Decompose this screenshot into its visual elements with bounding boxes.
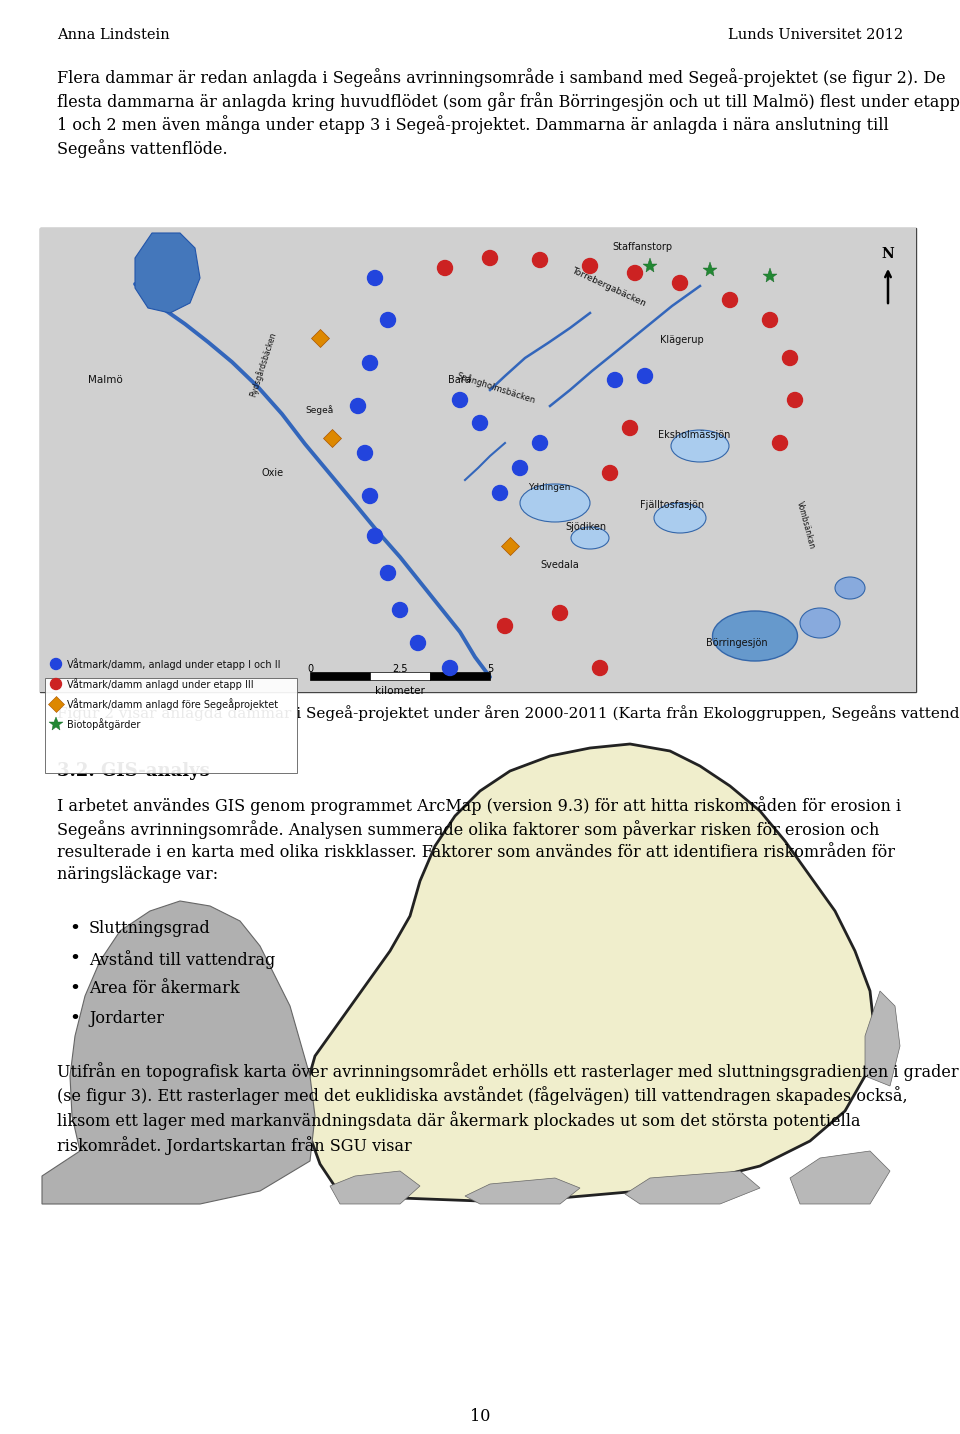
Circle shape <box>782 350 798 366</box>
Circle shape <box>411 635 425 651</box>
Polygon shape <box>865 991 900 1086</box>
Text: Sluttningsgrad: Sluttningsgrad <box>89 921 211 936</box>
Text: 10: 10 <box>469 1408 491 1425</box>
Ellipse shape <box>520 485 590 522</box>
Text: Staffanstorp: Staffanstorp <box>612 242 672 252</box>
Circle shape <box>553 605 567 621</box>
Circle shape <box>513 460 527 476</box>
Circle shape <box>472 416 488 430</box>
Text: Utifrån en topografisk karta över avrinningsområdet erhölls ett rasterlager med : Utifrån en topografisk karta över avrinn… <box>57 1063 959 1154</box>
Text: Oxie: Oxie <box>262 467 284 478</box>
Text: Fjälltosfasjön: Fjälltosfasjön <box>640 500 704 511</box>
Circle shape <box>592 661 608 675</box>
Polygon shape <box>465 1177 580 1205</box>
Circle shape <box>393 602 407 618</box>
Text: Börringesjön: Börringesjön <box>706 638 768 648</box>
Text: kilometer: kilometer <box>375 685 425 695</box>
Circle shape <box>350 399 366 413</box>
Circle shape <box>608 373 622 387</box>
Ellipse shape <box>654 503 706 533</box>
Circle shape <box>787 393 803 407</box>
Circle shape <box>673 275 687 291</box>
Text: Biotopåtgärder: Biotopåtgärder <box>67 718 140 730</box>
Circle shape <box>363 356 377 370</box>
Text: •: • <box>69 1010 81 1028</box>
Polygon shape <box>305 744 875 1202</box>
Text: Sjödiken: Sjödiken <box>565 522 606 532</box>
Text: Torrebergabäcken: Torrebergabäcken <box>570 265 647 308</box>
Text: •: • <box>69 949 81 968</box>
Text: 3.2. GIS-analys: 3.2. GIS-analys <box>57 761 209 780</box>
Text: Klägerup: Klägerup <box>660 336 704 346</box>
Text: Malmö: Malmö <box>88 376 123 384</box>
Circle shape <box>363 489 377 503</box>
Polygon shape <box>135 232 200 313</box>
Ellipse shape <box>671 430 729 462</box>
Circle shape <box>368 529 382 543</box>
Circle shape <box>492 486 508 500</box>
Text: Våtmark/damm anlagd under etapp III: Våtmark/damm anlagd under etapp III <box>67 678 253 690</box>
Bar <box>45 678 297 773</box>
Circle shape <box>51 658 61 670</box>
Circle shape <box>483 251 497 265</box>
Text: Eksholmässjön: Eksholmässjön <box>658 430 731 440</box>
Text: Anna Lindstein: Anna Lindstein <box>57 29 170 42</box>
Text: Segeå: Segeå <box>305 406 333 414</box>
Text: Vombsänkan: Vombsänkan <box>795 500 816 551</box>
Text: Yddingen: Yddingen <box>528 483 570 492</box>
Text: I arbetet användes GIS genom programmet ArcMap (version 9.3) för att hitta risko: I arbetet användes GIS genom programmet … <box>57 796 901 883</box>
Circle shape <box>368 271 382 285</box>
Circle shape <box>438 261 452 275</box>
Text: Bara: Bara <box>448 376 470 384</box>
Circle shape <box>723 293 737 307</box>
Circle shape <box>443 661 458 675</box>
Bar <box>370 673 430 680</box>
Circle shape <box>51 678 61 690</box>
Circle shape <box>357 446 372 460</box>
Text: Våtmark/damm anlagd före Segeåprojektet: Våtmark/damm anlagd före Segeåprojektet <box>67 698 278 710</box>
Text: Avstånd till vattendrag: Avstånd till vattendrag <box>89 949 276 969</box>
Circle shape <box>628 265 642 281</box>
Text: Rydsgårdsbäcken: Rydsgårdsbäcken <box>248 331 278 399</box>
Circle shape <box>622 420 637 436</box>
Text: 0: 0 <box>307 664 313 674</box>
Bar <box>310 673 370 680</box>
Text: •: • <box>69 921 81 938</box>
Text: 2.5: 2.5 <box>393 664 408 674</box>
Bar <box>430 673 490 680</box>
Circle shape <box>583 258 597 274</box>
Circle shape <box>533 252 547 268</box>
Polygon shape <box>790 1152 890 1205</box>
Text: Flera dammar är redan anlagda i Segeåns avrinningsområde i samband med Segeå-pro: Flera dammar är redan anlagda i Segeåns … <box>57 67 960 158</box>
Bar <box>40 228 916 693</box>
Circle shape <box>533 436 547 450</box>
Polygon shape <box>330 1172 420 1205</box>
Ellipse shape <box>571 528 609 549</box>
Text: Spångholmsbäcken: Spångholmsbäcken <box>455 370 537 404</box>
Circle shape <box>497 618 513 634</box>
Text: 5: 5 <box>487 664 493 674</box>
Circle shape <box>762 313 778 327</box>
Text: N: N <box>881 247 895 261</box>
Text: Lunds Universitet 2012: Lunds Universitet 2012 <box>728 29 903 42</box>
Ellipse shape <box>712 611 798 661</box>
Text: Jordarter: Jordarter <box>89 1010 164 1027</box>
Bar <box>40 228 916 693</box>
Circle shape <box>380 313 396 327</box>
Polygon shape <box>42 901 315 1205</box>
Ellipse shape <box>800 608 840 638</box>
Text: Våtmark/damm, anlagd under etapp I och II: Våtmark/damm, anlagd under etapp I och I… <box>67 658 280 670</box>
Polygon shape <box>625 1172 760 1205</box>
Text: Area för åkermark: Area för åkermark <box>89 979 240 997</box>
Circle shape <box>637 369 653 383</box>
Text: Figur 2 visar anlagda dammar i Segeå-projektet under åren 2000-2011 (Karta från : Figur 2 visar anlagda dammar i Segeå-pro… <box>57 706 960 721</box>
Circle shape <box>773 436 787 450</box>
Text: Svedala: Svedala <box>540 561 579 569</box>
Ellipse shape <box>835 576 865 599</box>
Circle shape <box>380 565 396 581</box>
Circle shape <box>452 393 468 407</box>
Circle shape <box>603 466 617 480</box>
Text: •: • <box>69 979 81 998</box>
